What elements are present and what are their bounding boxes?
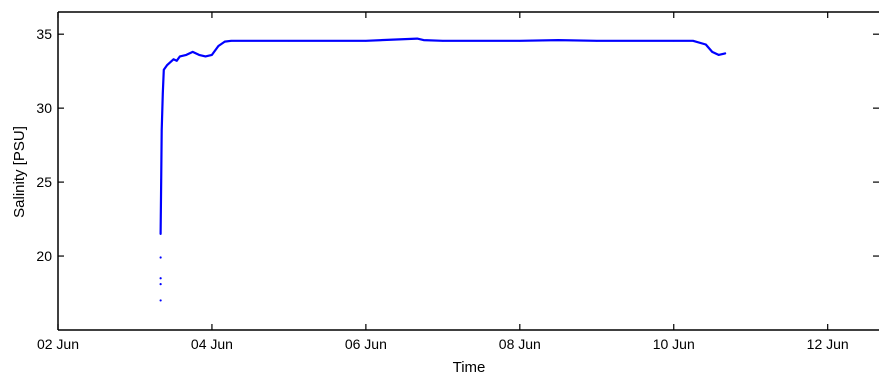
data-point — [160, 129, 163, 132]
salinity-line — [159, 37, 727, 235]
data-point — [204, 55, 207, 58]
data-point — [161, 92, 164, 95]
data-point — [159, 233, 162, 235]
data-series — [159, 37, 727, 302]
data-point — [230, 40, 232, 42]
data-point — [711, 51, 714, 53]
x-axis-ticks: 02 Jun 04 Jun 06 Jun 08 Jun 10 Jun 12 Jun — [37, 12, 849, 352]
data-point — [198, 54, 200, 56]
data-point — [724, 52, 726, 55]
data-point — [416, 37, 418, 40]
data-point — [175, 60, 178, 62]
data-point — [672, 40, 675, 42]
x-tick-label: 10 Jun — [653, 336, 695, 352]
data-point — [717, 54, 720, 56]
data-point — [365, 40, 367, 42]
data-point — [422, 39, 425, 41]
data-point — [172, 58, 175, 61]
data-point — [217, 45, 220, 47]
data-point — [595, 40, 598, 42]
data-point — [159, 283, 162, 286]
y-tick-label: 30 — [36, 100, 52, 116]
data-point — [223, 40, 226, 43]
plot-frame — [57, 11, 879, 331]
data-point — [185, 54, 188, 56]
data-point — [288, 40, 290, 42]
x-tick-label: 08 Jun — [499, 336, 541, 352]
y-tick-label: 20 — [36, 248, 52, 264]
x-axis-label: Time — [453, 359, 486, 376]
data-point — [557, 39, 560, 41]
x-tick-label: 02 Jun — [37, 336, 79, 352]
data-point — [160, 178, 162, 180]
x-tick-label: 04 Jun — [191, 336, 233, 352]
data-point — [211, 54, 213, 56]
data-point — [442, 40, 444, 42]
y-axis-ticks: 20 25 30 35 — [36, 26, 879, 264]
data-point — [166, 64, 168, 67]
data-point — [705, 43, 707, 46]
data-point — [159, 299, 162, 302]
data-point — [159, 277, 162, 280]
x-tick-label: 12 Jun — [807, 336, 849, 352]
data-point — [163, 68, 165, 71]
y-tick-label: 35 — [36, 26, 52, 42]
data-point — [169, 61, 172, 64]
data-point — [191, 51, 194, 53]
y-tick-label: 25 — [36, 174, 52, 190]
data-point — [692, 40, 694, 42]
data-point — [159, 256, 162, 259]
y-axis-label: Salinity [PSU] — [11, 126, 28, 218]
data-point — [519, 40, 521, 42]
data-point — [179, 55, 181, 58]
x-tick-label: 06 Jun — [345, 336, 387, 352]
